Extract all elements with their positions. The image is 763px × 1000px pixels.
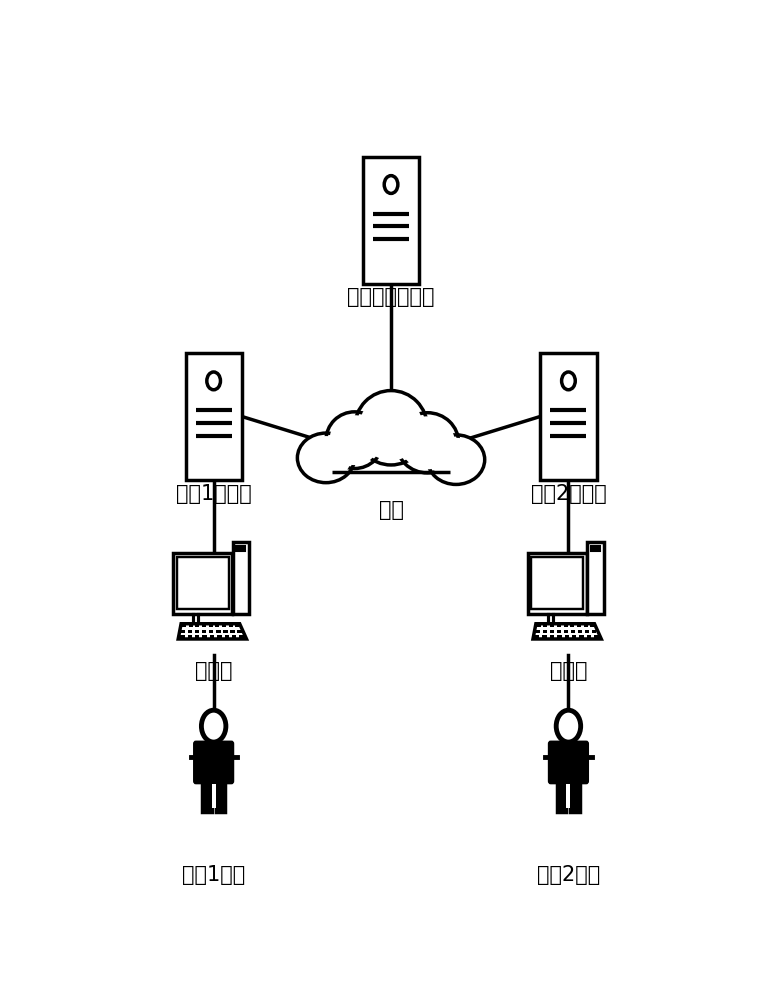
Bar [180, 635, 185, 638]
Bar [528, 553, 587, 614]
Circle shape [207, 372, 221, 390]
Bar [195, 625, 199, 627]
Bar [224, 635, 229, 638]
Bar [209, 625, 213, 627]
Ellipse shape [298, 433, 355, 483]
Bar [591, 625, 594, 627]
Circle shape [385, 176, 398, 193]
Bar [188, 635, 192, 638]
Bar [202, 778, 211, 812]
Bar [176, 557, 229, 609]
Ellipse shape [355, 391, 427, 465]
Bar [236, 625, 240, 627]
Text: 客户端: 客户端 [549, 661, 588, 681]
Bar [557, 625, 561, 627]
Bar [188, 630, 192, 633]
Circle shape [556, 710, 581, 742]
Polygon shape [533, 624, 601, 639]
Bar [222, 625, 226, 627]
Bar [564, 625, 568, 627]
Bar [591, 546, 600, 551]
Bar [540, 353, 597, 480]
FancyBboxPatch shape [195, 742, 233, 783]
Bar [237, 630, 242, 633]
Text: 客户端: 客户端 [195, 661, 233, 681]
Bar [216, 630, 221, 633]
Bar [557, 630, 562, 633]
Bar [587, 635, 591, 638]
Text: 系统1用户: 系统1用户 [182, 865, 245, 885]
Bar [564, 630, 568, 633]
Bar [550, 635, 554, 638]
Ellipse shape [431, 438, 481, 481]
Bar [240, 635, 244, 638]
Bar [557, 635, 562, 638]
Ellipse shape [326, 412, 383, 469]
Bar [543, 630, 547, 633]
Bar [571, 778, 580, 812]
Bar [210, 635, 214, 638]
Bar [182, 625, 186, 627]
Bar [216, 778, 225, 812]
Bar [202, 625, 206, 627]
Polygon shape [179, 624, 246, 639]
Ellipse shape [400, 416, 455, 469]
Bar [542, 635, 547, 638]
Ellipse shape [359, 395, 423, 460]
Bar [173, 553, 232, 614]
Bar [217, 635, 221, 638]
Bar [233, 542, 249, 614]
Bar [202, 630, 207, 633]
Bar [550, 625, 554, 627]
Ellipse shape [396, 413, 459, 473]
Bar [195, 630, 199, 633]
Text: 系统1服务器: 系统1服务器 [175, 484, 252, 504]
Bar [211, 784, 216, 808]
Bar [232, 635, 237, 638]
Text: 网络: 网络 [378, 500, 404, 520]
Bar [229, 625, 233, 627]
Bar [571, 630, 575, 633]
Ellipse shape [427, 435, 485, 484]
Bar [209, 630, 214, 633]
Bar [592, 630, 597, 633]
Bar [188, 625, 193, 627]
Bar [195, 635, 199, 638]
Circle shape [201, 710, 226, 742]
Bar [181, 630, 185, 633]
Bar [572, 635, 576, 638]
Bar [565, 635, 569, 638]
Bar [536, 625, 541, 627]
Bar [536, 630, 540, 633]
Bar [185, 353, 242, 480]
Ellipse shape [330, 415, 380, 465]
Bar [557, 778, 566, 812]
Bar [224, 630, 227, 633]
FancyBboxPatch shape [549, 742, 588, 783]
Bar [202, 635, 207, 638]
Bar [531, 557, 584, 609]
Circle shape [562, 372, 575, 390]
Bar [588, 542, 604, 614]
Bar [543, 625, 548, 627]
Bar [585, 630, 589, 633]
Bar [535, 635, 539, 638]
Bar [215, 625, 220, 627]
Bar [579, 635, 584, 638]
Text: 系统2用户: 系统2用户 [537, 865, 600, 885]
Bar [566, 784, 571, 808]
Bar [577, 625, 581, 627]
Bar [594, 635, 599, 638]
Bar [237, 546, 245, 551]
Bar [584, 625, 588, 627]
Bar [230, 630, 234, 633]
Bar [570, 625, 575, 627]
Ellipse shape [301, 436, 351, 480]
Text: 管控中心服务器: 管控中心服务器 [347, 287, 435, 307]
Bar [550, 630, 554, 633]
Bar [363, 157, 419, 284]
Bar [578, 630, 582, 633]
Text: 系统2服务器: 系统2服务器 [530, 484, 607, 504]
